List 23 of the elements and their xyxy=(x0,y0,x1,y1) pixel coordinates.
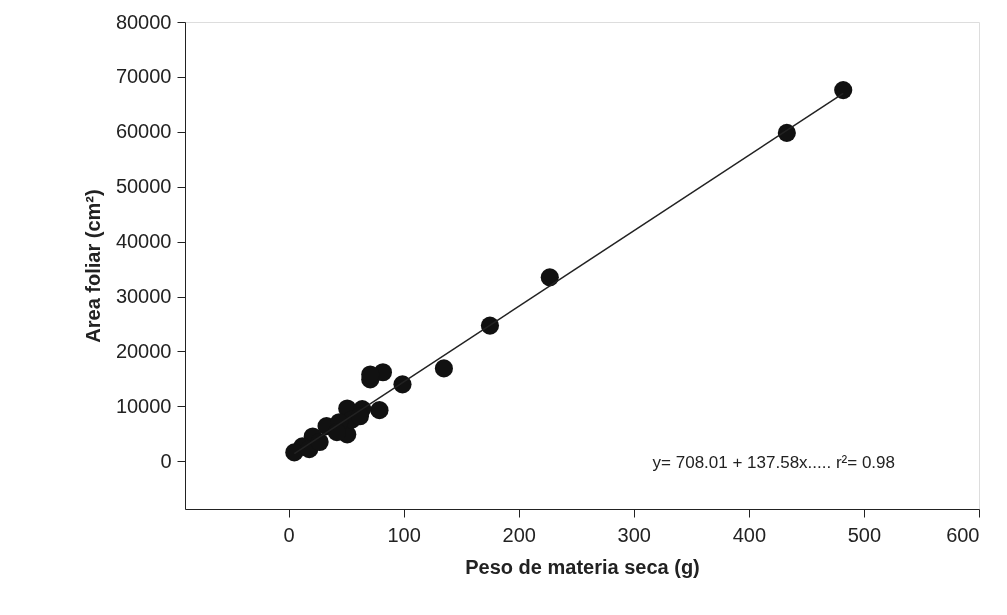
point xyxy=(540,268,559,287)
y-tick-label: 20000 xyxy=(115,339,172,362)
x-tick-label: 500 xyxy=(847,523,882,546)
y-axis-title: Area foliar (cm²) xyxy=(81,189,104,343)
x-tick-label: 200 xyxy=(502,523,536,546)
y-tick-label: 60000 xyxy=(115,120,172,143)
point xyxy=(834,81,853,100)
x-tick-label: 600 xyxy=(946,523,980,546)
point xyxy=(370,401,389,420)
point xyxy=(434,359,453,378)
x-axis-title: Peso de materia seca (g) xyxy=(465,555,700,578)
x-tick-label: 400 xyxy=(732,523,767,546)
y-tick-label: 40000 xyxy=(115,230,172,253)
y-tick-label: 10000 xyxy=(115,394,172,417)
y-tick-label: 30000 xyxy=(115,285,172,308)
annotation: y= 708.01 + 137.58x..... r²= 0.98 xyxy=(652,453,895,472)
x-tick-label: 0 xyxy=(283,523,295,546)
y-tick-label: 0 xyxy=(160,449,172,472)
y-tick-label: 80000 xyxy=(115,10,172,33)
y-tick-label: 50000 xyxy=(115,175,172,198)
y-tick-label: 70000 xyxy=(115,65,172,88)
x-tick-label: 100 xyxy=(387,523,421,546)
x-tick-label: 300 xyxy=(617,523,651,546)
